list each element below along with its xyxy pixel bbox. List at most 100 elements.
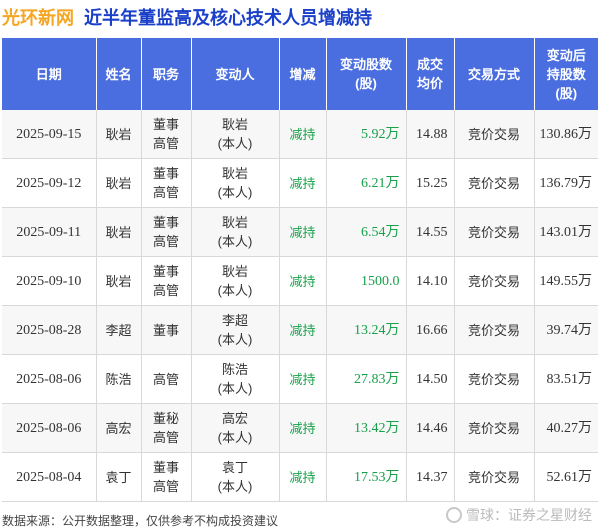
cell-changer: 高宏 (本人) xyxy=(191,403,280,453)
cell-price: 14.10 xyxy=(406,256,455,306)
cell-after: 143.01万 xyxy=(534,207,598,257)
table-row: 2025-09-11 耿岩 董事 高管 耿岩 (本人) 减持 6.54万 14.55 竞价交易 14… xyxy=(2,207,598,257)
cell-dir: 减持 xyxy=(279,158,327,208)
table-row: 2025-09-12 耿岩 董事 高管 耿岩 (本人) 减持 6.21万 15.25 竞价交易 13… xyxy=(2,158,598,208)
page-title: 近半年董监高及核心技术人员增减持 xyxy=(84,8,372,28)
cell-date: 2025-09-15 xyxy=(2,110,97,159)
column-header: 姓名 xyxy=(96,38,142,110)
column-header: 成交 均价 xyxy=(406,38,455,110)
cell-date: 2025-08-04 xyxy=(2,452,97,502)
cell-dir: 减持 xyxy=(279,256,327,306)
cell-shares: 17.53万 xyxy=(326,452,407,502)
cell-role: 董事 高管 xyxy=(141,207,192,257)
cell-changer: 耿岩 (本人) xyxy=(191,256,280,306)
cell-shares: 6.21万 xyxy=(326,158,407,208)
cell-method: 竞价交易 xyxy=(454,256,535,306)
cell-method: 竞价交易 xyxy=(454,305,535,355)
cell-price: 15.25 xyxy=(406,158,455,208)
cell-after: 136.79万 xyxy=(534,158,598,208)
cell-shares: 1500.0 xyxy=(326,256,407,306)
cell-method: 竞价交易 xyxy=(454,452,535,502)
table-row: 2025-08-28 李超 董事 李超 (本人) 减持 13.24万 16.66 竞价交易 39.… xyxy=(2,305,598,355)
cell-shares: 13.42万 xyxy=(326,403,407,453)
snowball-icon xyxy=(446,507,462,523)
cell-after: 130.86万 xyxy=(534,110,598,159)
cell-shares: 6.54万 xyxy=(326,207,407,257)
cell-after: 149.55万 xyxy=(534,256,598,306)
cell-name: 耿岩 xyxy=(96,256,142,306)
cell-role: 董事 高管 xyxy=(141,256,192,306)
cell-role: 董事 高管 xyxy=(141,158,192,208)
cell-name: 耿岩 xyxy=(96,207,142,257)
cell-changer: 袁丁 (本人) xyxy=(191,452,280,502)
cell-name: 高宏 xyxy=(96,403,142,453)
table-body: 2025-09-15 耿岩 董事 高管 耿岩 (本人) 减持 5.92万 14.88 竞价交易 13… xyxy=(2,110,598,502)
cell-method: 竞价交易 xyxy=(454,110,535,159)
column-header: 增减 xyxy=(279,38,327,110)
cell-date: 2025-08-06 xyxy=(2,354,97,404)
table-row: 2025-08-06 陈浩 高管 陈浩 (本人) 减持 27.83万 14.50 竞价交易 83.… xyxy=(2,354,598,404)
cell-role: 董事 xyxy=(141,305,192,355)
cell-dir: 减持 xyxy=(279,207,327,257)
cell-role: 董秘 高管 xyxy=(141,403,192,453)
cell-changer: 陈浩 (本人) xyxy=(191,354,280,404)
cell-price: 16.66 xyxy=(406,305,455,355)
table-row: 2025-08-06 高宏 董秘 高管 高宏 (本人) 减持 13.42万 14.46 竞价交易 4… xyxy=(2,403,598,453)
cell-after: 39.74万 xyxy=(534,305,598,355)
table-header-row: 日期 姓名 职务 变动人 增减 变动股数 (股) 成交 均价 交易方式 变动后 持股数 (股) xyxy=(2,38,598,110)
header: 光环新网 近半年董监高及核心技术人员增减持 xyxy=(0,0,600,34)
cell-dir: 减持 xyxy=(279,354,327,404)
cell-method: 竞价交易 xyxy=(454,158,535,208)
column-header: 变动后 持股数 (股) xyxy=(534,38,598,110)
column-header: 日期 xyxy=(2,38,97,110)
watermark-text: 雪球：证券之星财经 xyxy=(466,507,592,523)
cell-method: 竞价交易 xyxy=(454,207,535,257)
holdings-change-table-wrap: 日期 姓名 职务 变动人 增减 变动股数 (股) 成交 均价 交易方式 变动后 持股数 (股) 2025… xyxy=(2,38,598,502)
cell-method: 竞价交易 xyxy=(454,403,535,453)
cell-after: 40.27万 xyxy=(534,403,598,453)
cell-dir: 减持 xyxy=(279,305,327,355)
cell-dir: 减持 xyxy=(279,452,327,502)
cell-changer: 耿岩 (本人) xyxy=(191,110,280,159)
brand-name: 光环新网 xyxy=(2,8,74,28)
cell-changer: 耿岩 (本人) xyxy=(191,158,280,208)
cell-role: 董事 高管 xyxy=(141,452,192,502)
cell-name: 耿岩 xyxy=(96,110,142,159)
data-source-note: 数据来源：公开数据整理，仅供参考不构成投资建议 xyxy=(2,514,279,528)
cell-date: 2025-09-11 xyxy=(2,207,97,257)
cell-price: 14.55 xyxy=(406,207,455,257)
cell-after: 52.61万 xyxy=(534,452,598,502)
cell-date: 2025-08-28 xyxy=(2,305,97,355)
column-header: 变动人 xyxy=(191,38,280,110)
watermark: 雪球：证券之星财经 xyxy=(446,505,592,525)
column-header: 变动股数 (股) xyxy=(326,38,407,110)
column-header: 交易方式 xyxy=(454,38,535,110)
table-row: 2025-09-15 耿岩 董事 高管 耿岩 (本人) 减持 5.92万 14.88 竞价交易 13… xyxy=(2,110,598,159)
cell-date: 2025-08-06 xyxy=(2,403,97,453)
cell-dir: 减持 xyxy=(279,110,327,159)
cell-name: 李超 xyxy=(96,305,142,355)
cell-dir: 减持 xyxy=(279,403,327,453)
cell-role: 高管 xyxy=(141,354,192,404)
cell-price: 14.88 xyxy=(406,110,455,159)
cell-changer: 李超 (本人) xyxy=(191,305,280,355)
cell-role: 董事 高管 xyxy=(141,110,192,159)
cell-name: 陈浩 xyxy=(96,354,142,404)
cell-name: 袁丁 xyxy=(96,452,142,502)
cell-date: 2025-09-10 xyxy=(2,256,97,306)
cell-price: 14.50 xyxy=(406,354,455,404)
cell-changer: 耿岩 (本人) xyxy=(191,207,280,257)
cell-after: 83.51万 xyxy=(534,354,598,404)
cell-name: 耿岩 xyxy=(96,158,142,208)
cell-price: 14.46 xyxy=(406,403,455,453)
cell-shares: 27.83万 xyxy=(326,354,407,404)
cell-shares: 13.24万 xyxy=(326,305,407,355)
cell-method: 竞价交易 xyxy=(454,354,535,404)
table-row: 2025-09-10 耿岩 董事 高管 耿岩 (本人) 减持 1500.0 14.10 竞价交易 1… xyxy=(2,256,598,306)
table-row: 2025-08-04 袁丁 董事 高管 袁丁 (本人) 减持 17.53万 14.37 竞价交易 5… xyxy=(2,452,598,502)
holdings-change-table: 日期 姓名 职务 变动人 增减 变动股数 (股) 成交 均价 交易方式 变动后 持股数 (股) 2025… xyxy=(2,38,598,502)
cell-shares: 5.92万 xyxy=(326,110,407,159)
column-header: 职务 xyxy=(141,38,192,110)
cell-date: 2025-09-12 xyxy=(2,158,97,208)
cell-price: 14.37 xyxy=(406,452,455,502)
